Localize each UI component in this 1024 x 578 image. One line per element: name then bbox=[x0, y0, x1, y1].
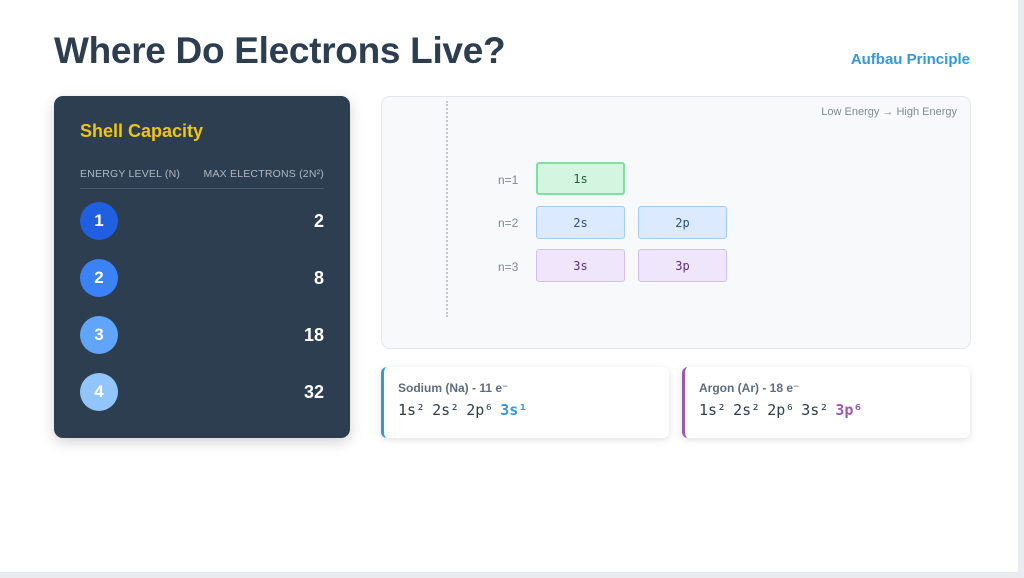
shell-max-electrons: 32 bbox=[303, 381, 324, 402]
element-name: Argon (Ar) - 18 e⁻ bbox=[699, 381, 800, 395]
shell-row: 3 18 bbox=[80, 316, 324, 354]
shell-row: 1 2 bbox=[80, 202, 324, 240]
shell-row: 2 8 bbox=[80, 259, 324, 297]
electron-configuration: 1s² 2s² 2p⁶ 3s² 3p⁶ bbox=[699, 401, 970, 419]
level-label-n2: n=2 bbox=[498, 216, 519, 230]
sodium-config-card: Sodium (Na) - 11 e⁻ 1s² 2s² 2p⁶ 3s¹ bbox=[381, 367, 669, 438]
orbital-3p: 3p bbox=[638, 249, 727, 282]
valence-term: 3s¹ bbox=[500, 401, 528, 419]
config-term: 2s² bbox=[432, 401, 460, 419]
max-electrons-column-header: MAX ELECTRONS (2N²) bbox=[203, 168, 324, 180]
shell-level-badge: 3 bbox=[80, 316, 118, 354]
electron-configuration: 1s² 2s² 2p⁶ 3s¹ bbox=[398, 401, 669, 419]
shell-max-electrons: 2 bbox=[313, 210, 324, 231]
config-term: 3s² bbox=[801, 401, 829, 419]
shell-row: 4 32 bbox=[80, 373, 324, 411]
argon-config-card: Argon (Ar) - 18 e⁻ 1s² 2s² 2p⁶ 3s² 3p⁶ bbox=[682, 367, 970, 438]
page-title: Where Do Electrons Live? bbox=[54, 30, 506, 71]
level-label-n3: n=3 bbox=[498, 260, 519, 274]
valence-term: 3p⁶ bbox=[835, 401, 863, 419]
shell-capacity-card: Shell Capacity ENERGY LEVEL (N) MAX ELEC… bbox=[54, 96, 350, 438]
level-label-n1: n=1 bbox=[498, 173, 519, 187]
orbital-1s: 1s bbox=[536, 162, 625, 195]
shell-level-badge: 1 bbox=[80, 202, 118, 240]
shell-level-badge: 4 bbox=[80, 373, 118, 411]
shell-level-badge: 2 bbox=[80, 259, 118, 297]
energy-diagram-panel: Low Energy → High Energy n=1 1s n=2 2s 2… bbox=[381, 96, 971, 349]
element-name: Sodium (Na) - 11 e⁻ bbox=[398, 381, 509, 395]
orbital-2p: 2p bbox=[638, 206, 727, 239]
shell-max-electrons: 8 bbox=[313, 267, 324, 288]
diagram-dotted-axis bbox=[446, 101, 448, 317]
shell-capacity-title: Shell Capacity bbox=[80, 121, 204, 141]
config-term: 1s² bbox=[398, 401, 426, 419]
config-term: 2p⁶ bbox=[466, 401, 494, 419]
shell-max-electrons: 18 bbox=[303, 324, 324, 345]
aufbau-principle-link[interactable]: Aufbau Principle bbox=[850, 51, 970, 68]
config-term: 2p⁶ bbox=[767, 401, 795, 419]
config-term: 2s² bbox=[733, 401, 761, 419]
orbital-2s: 2s bbox=[536, 206, 625, 239]
config-term: 1s² bbox=[699, 401, 727, 419]
orbital-3s: 3s bbox=[536, 249, 625, 282]
energy-direction-caption: Low Energy → High Energy bbox=[821, 106, 957, 118]
energy-level-column-header: ENERGY LEVEL (N) bbox=[80, 168, 181, 180]
header-divider bbox=[80, 188, 324, 189]
